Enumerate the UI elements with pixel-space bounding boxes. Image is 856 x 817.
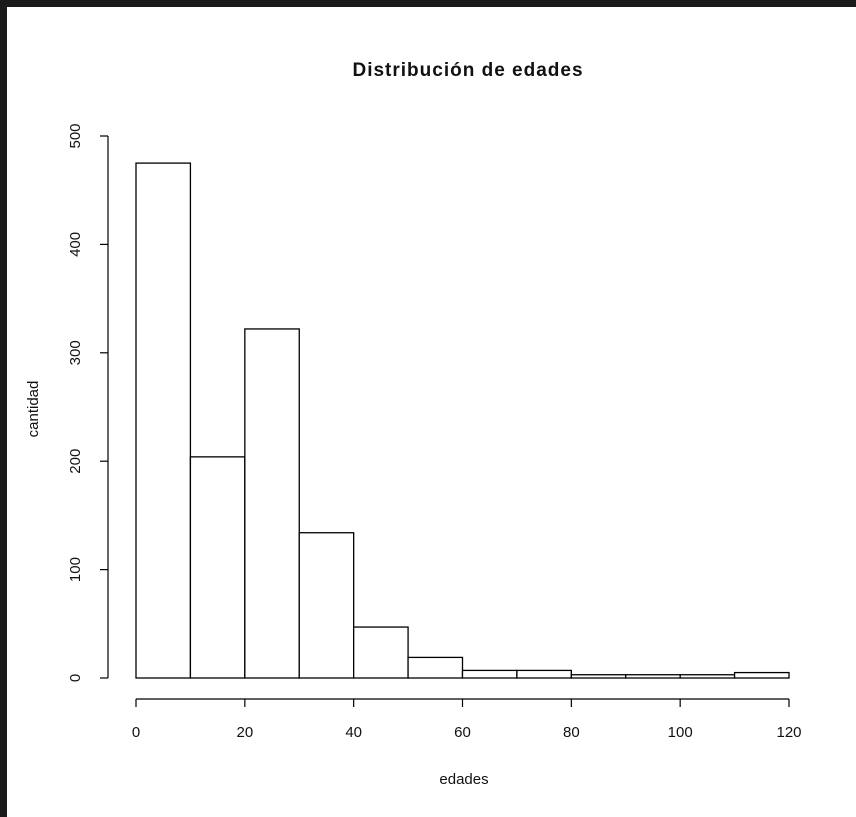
y-axis: 0 100 200 300 400 500 xyxy=(67,123,109,682)
x-tick-label: 0 xyxy=(132,724,140,741)
y-tick-label: 200 xyxy=(67,449,84,474)
x-tick-label: 60 xyxy=(454,724,471,741)
x-axis: 0 20 40 60 80 100 120 xyxy=(132,698,802,741)
histogram-bar xyxy=(353,626,409,679)
chart-title: Distribución de edades xyxy=(352,60,583,81)
x-tick-label: 20 xyxy=(236,724,253,741)
bars-group xyxy=(135,162,790,679)
histogram-bar xyxy=(298,532,355,679)
histogram-bar xyxy=(135,162,192,679)
x-tick-label: 80 xyxy=(563,724,580,741)
histogram-bar xyxy=(244,328,300,679)
histogram-bar xyxy=(570,674,627,679)
histogram-bar xyxy=(733,671,790,679)
x-tick-label: 120 xyxy=(776,724,801,741)
x-axis-label: edades xyxy=(439,771,488,788)
y-axis-label: cantidad xyxy=(25,381,42,438)
histogram-bar xyxy=(679,674,736,679)
y-tick-label: 0 xyxy=(67,674,84,682)
histogram-bar xyxy=(461,669,518,679)
y-tick-label: 100 xyxy=(67,557,84,582)
histogram-bar xyxy=(625,674,681,679)
y-tick-label: 400 xyxy=(67,232,84,257)
x-tick-label: 100 xyxy=(668,724,693,741)
y-tick-label: 500 xyxy=(67,123,84,148)
histogram-bar xyxy=(407,656,464,679)
y-tick-label: 300 xyxy=(67,340,84,365)
x-tick-label: 40 xyxy=(345,724,362,741)
histogram-bar xyxy=(189,456,246,679)
histogram-bar xyxy=(516,669,572,679)
